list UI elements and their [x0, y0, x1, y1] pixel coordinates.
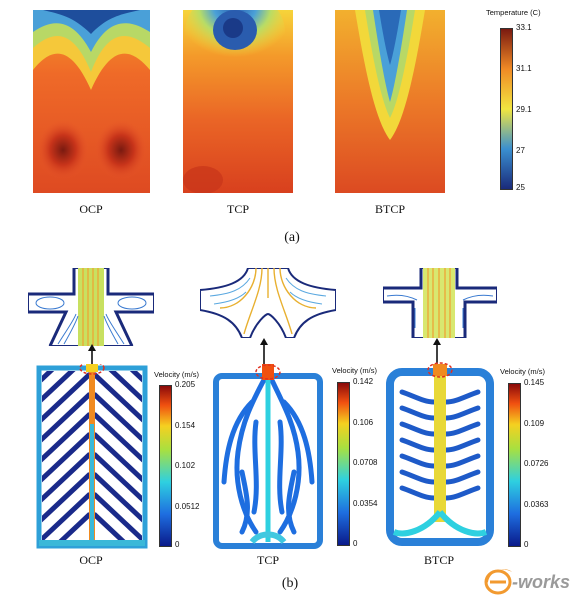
velocity-caption-tcp: TCP [256, 553, 279, 567]
thermal-plot-ocp [33, 10, 150, 193]
velocity-tick-ocp-5: 0 [175, 540, 180, 549]
temperature-tick-5: 25 [516, 183, 525, 192]
temperature-tick-3: 29.1 [516, 105, 532, 114]
velocity-tick-ocp-2: 0.154 [175, 421, 196, 430]
velocity-tick-btcp-5: 0 [524, 540, 529, 549]
velocity-tick-ocp-1: 0.205 [175, 380, 196, 389]
panel-a-label: (a) [284, 230, 300, 245]
temperature-colorbar [500, 28, 513, 190]
velocity-colorbar-tcp [337, 382, 350, 546]
thermal-caption-btcp: BTCP [374, 202, 405, 216]
panel-b-label: (b) [281, 576, 299, 591]
velocity-tick-tcp-4: 0.0354 [353, 499, 378, 508]
velocity-tick-tcp-5: 0 [353, 539, 358, 548]
velocity-tick-btcp-3: 0.0726 [524, 459, 549, 468]
temperature-colorbar-title: Temperature (C) [486, 8, 541, 17]
thermal-plot-tcp [183, 0, 293, 194]
temperature-tick-1: 33.1 [516, 23, 532, 32]
velocity-tick-btcp-1: 0.145 [524, 378, 545, 387]
temperature-tick-4: 27 [516, 146, 525, 155]
velocity-tick-btcp-2: 0.109 [524, 419, 545, 428]
velocity-caption-ocp: OCP [79, 553, 103, 567]
thermal-plot-btcp [335, 10, 445, 193]
streamline-zoom-ocp [27, 267, 155, 347]
temperature-tick-2: 31.1 [516, 64, 532, 73]
velocity-field-tcp [212, 362, 324, 550]
velocity-tick-tcp-3: 0.0708 [353, 458, 378, 467]
streamline-zoom-tcp [199, 267, 337, 339]
velocity-tick-btcp-4: 0.0363 [524, 500, 549, 509]
eworks-watermark-logo: -works [484, 569, 570, 595]
streamline-zoom-btcp [382, 267, 498, 339]
velocity-colorbar-title-tcp: Velocity (m/s) [332, 366, 378, 375]
thermal-caption-tcp: TCP [226, 202, 249, 216]
velocity-colorbar-btcp [508, 383, 521, 547]
velocity-tick-ocp-3: 0.102 [175, 461, 196, 470]
velocity-tick-tcp-2: 0.106 [353, 418, 374, 427]
velocity-field-btcp [384, 362, 496, 552]
zoom-arrow-tcp [260, 338, 268, 368]
velocity-colorbar-title-btcp: Velocity (m/s) [500, 367, 546, 376]
svg-text:-works: -works [512, 572, 570, 592]
velocity-tick-tcp-1: 0.142 [353, 377, 374, 386]
velocity-field-ocp [36, 361, 148, 550]
velocity-caption-btcp: BTCP [423, 553, 454, 567]
velocity-tick-ocp-4: 0.0512 [175, 502, 200, 511]
thermal-caption-ocp: OCP [79, 202, 103, 216]
velocity-colorbar-title-ocp: Velocity (m/s) [154, 370, 200, 379]
velocity-colorbar-ocp [159, 385, 172, 547]
